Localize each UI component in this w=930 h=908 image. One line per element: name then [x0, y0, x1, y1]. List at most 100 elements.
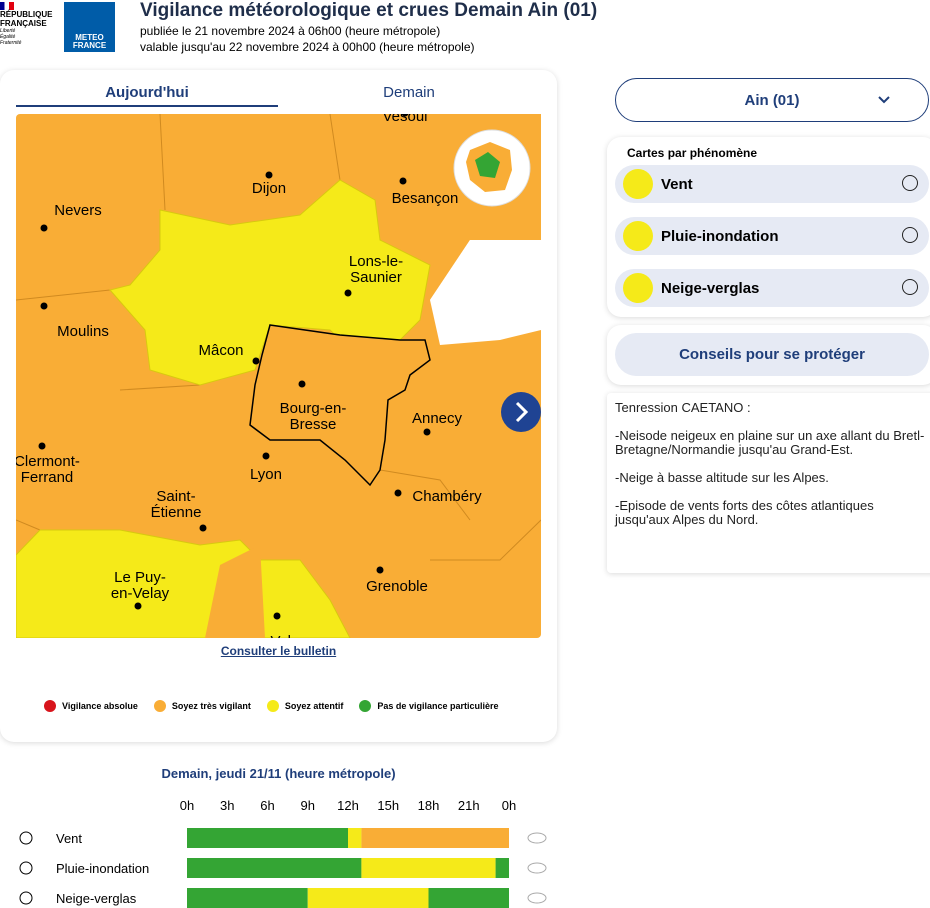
timeline-segment	[307, 888, 429, 908]
row-label: Vent	[56, 831, 82, 846]
timeline-segment	[187, 888, 308, 908]
radio	[902, 227, 918, 243]
city-label: Mâcon	[198, 342, 243, 359]
city-dot	[199, 524, 207, 532]
city-label: Ferrand	[21, 469, 74, 486]
city-label: Bresse	[290, 416, 337, 433]
published: publiée le 21 novembre 2024 à 06h00 (heu…	[140, 24, 441, 38]
city-label: Moulins	[57, 323, 109, 340]
city-label: Dijon	[252, 180, 286, 197]
city-label: Le Puy-	[114, 569, 166, 586]
chevron	[878, 96, 890, 104]
hour-tick: 21h	[458, 798, 480, 813]
bulletin-paragraph: -Episode de vents forts des côtes atlant…	[615, 498, 874, 527]
legend-label: Vigilance absolue	[62, 701, 138, 711]
timeline-segment	[428, 888, 509, 908]
city-label: Valence	[270, 633, 323, 638]
dropdown[interactable]: Ain (01)	[615, 78, 929, 122]
city-dot	[298, 380, 306, 388]
advice-button[interactable]: Conseils pour se protéger	[615, 333, 929, 376]
minimap-green	[475, 152, 500, 178]
orange-zone	[205, 545, 265, 638]
hide-icon[interactable]	[527, 832, 547, 844]
phenomenon-icon	[623, 169, 653, 199]
phenomenon-label: Neige-verglas	[661, 279, 760, 297]
city-label: Grenoble	[366, 578, 428, 595]
city-label: en-Velay	[111, 585, 170, 602]
row-icon	[19, 861, 33, 875]
timeline-segment	[187, 828, 348, 848]
republique: RÉPUBLIQUE FRANÇAISE	[0, 10, 53, 28]
phenomenon-option[interactable]: Pluie-inondation	[615, 217, 929, 255]
row-label: Pluie-inondation	[56, 861, 149, 876]
bulletin-text: Tenression CAETANO : -Neisode neigeux en …	[607, 393, 930, 573]
legend-swatch	[44, 700, 56, 712]
borders	[16, 114, 541, 561]
hour-tick: 0h	[180, 798, 194, 813]
hour-tick: 0h	[502, 798, 516, 813]
city-dot	[394, 489, 402, 497]
hour-tick: 18h	[418, 798, 440, 813]
map: Vesoul Dijon Besançon Nevers Lons-le-Saunier…	[16, 114, 541, 638]
timeline-segment	[348, 828, 362, 848]
timeline: 0h 3h 6h 9h 12h 15h 18h 21h 0h Vent Pluie-inondati…	[19, 798, 547, 908]
legend: Vigilance absolue Soyez très vigilant Soye…	[44, 700, 514, 712]
legend-swatch	[359, 700, 372, 712]
radio	[902, 175, 918, 191]
switzerland	[430, 240, 541, 345]
timeline-title: Demain, jeudi 21/11 (heure métropole)	[161, 766, 396, 781]
city-dot	[40, 302, 48, 310]
tab-today[interactable]: Aujourd'hui	[16, 84, 278, 107]
phenomenon-option[interactable]: Vent	[615, 165, 929, 203]
city-dot	[134, 602, 142, 610]
city-dot	[40, 224, 48, 232]
phenomenon-option[interactable]: Neige-verglas	[615, 269, 929, 307]
legend-swatch	[266, 700, 279, 712]
timeline-segment	[361, 828, 509, 848]
legend-item: Pas de vigilance particulière	[359, 700, 498, 712]
city-label: Saint-	[156, 488, 195, 505]
motto: Liberté Égalité Fraternité	[0, 28, 22, 46]
city-label: Étienne	[151, 504, 202, 521]
city-label: Chambéry	[412, 488, 482, 505]
city-dot	[38, 442, 46, 450]
city-label: Saunier	[350, 269, 402, 286]
city-label: Vesoul	[382, 114, 427, 125]
city-dot	[399, 177, 407, 185]
phenomenon-icon	[623, 273, 653, 303]
row-icon	[19, 891, 33, 905]
hour-tick: 9h	[301, 798, 315, 813]
city-dot	[423, 428, 431, 436]
city-label: Lyon	[250, 466, 282, 483]
legend-label: Soyez attentif	[284, 701, 344, 711]
cities: Vesoul Dijon Besançon Nevers Lons-le-Saunier…	[16, 114, 482, 638]
republique-logo: RÉPUBLIQUE FRANÇAISE Liberté Égalité Frat…	[0, 2, 60, 46]
legend-item: Vigilance absolue	[44, 700, 138, 712]
legend-swatch	[153, 700, 166, 712]
hour-tick: 3h	[220, 798, 234, 813]
bulletin-paragraph: Tenression CAETANO :	[615, 400, 751, 415]
phenomena-title: Cartes par phénomène	[627, 146, 758, 160]
next-button[interactable]	[501, 392, 541, 432]
hide-icon[interactable]	[527, 892, 547, 904]
ain-boundary	[249, 324, 431, 487]
city-dot	[252, 357, 260, 365]
meteo: METEO FRANCE	[72, 33, 107, 50]
radio	[902, 279, 918, 295]
tab-tomorrow[interactable]: Demain	[383, 84, 435, 101]
hide-icon[interactable]	[527, 862, 547, 874]
city-label: Besançon	[392, 190, 459, 207]
timeline-segment	[495, 858, 509, 878]
city-label: Clermont-	[16, 453, 80, 470]
timeline-segment	[361, 858, 496, 878]
legend-label: Soyez très vigilant	[171, 701, 251, 711]
bulletin-link[interactable]: Consulter le bulletin	[220, 644, 337, 658]
city-dot	[265, 171, 273, 179]
phenomenon-label: Vent	[661, 175, 693, 193]
city-label: Bourg-en-	[280, 400, 347, 417]
legend-label: Pas de vigilance particulière	[377, 701, 499, 711]
next-arrow	[515, 401, 529, 423]
dropdown-label: Ain (01)	[744, 91, 800, 109]
row-icon	[19, 831, 33, 845]
